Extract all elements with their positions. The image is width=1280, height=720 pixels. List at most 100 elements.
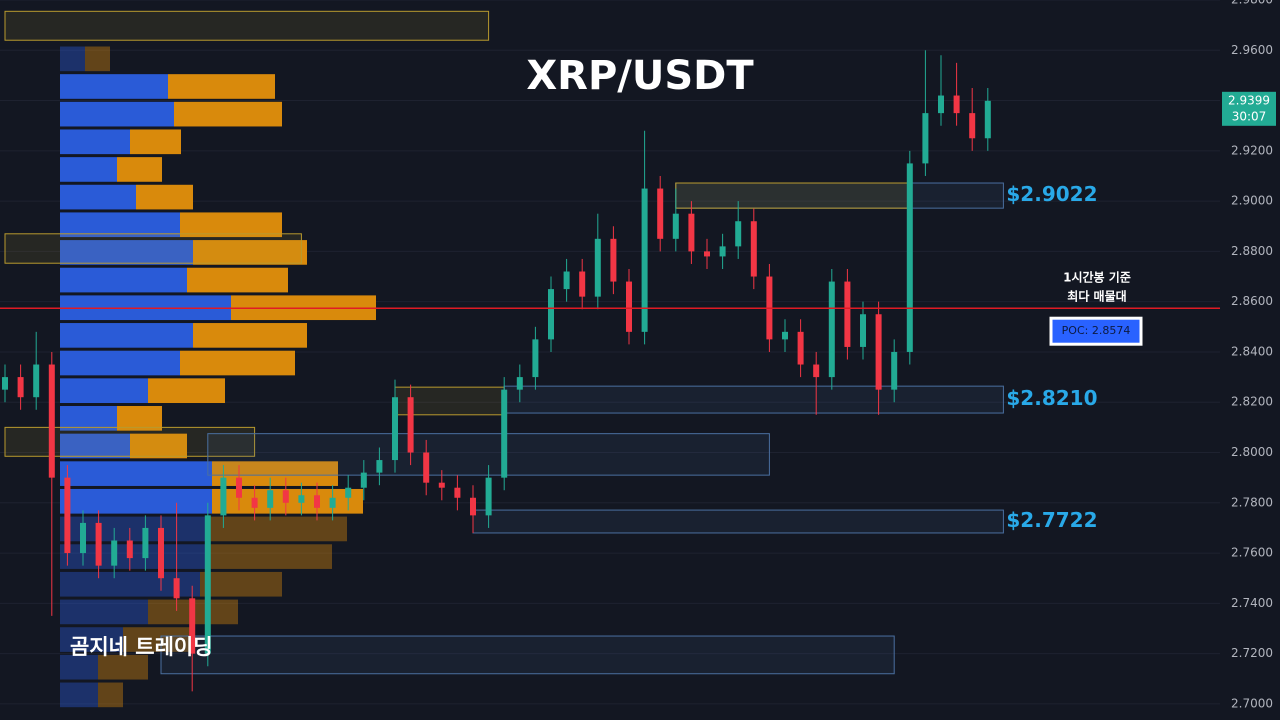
candle-body xyxy=(80,522,86,554)
poc-label: POC: 2.8574 xyxy=(1062,324,1131,337)
y-tick-label: 2.7800 xyxy=(1231,495,1273,509)
profile-sell xyxy=(98,654,148,680)
candle-body xyxy=(423,452,430,483)
candle-body xyxy=(501,389,508,478)
profile-buy xyxy=(60,433,130,459)
profile-buy xyxy=(60,461,212,486)
candle-body xyxy=(516,377,523,390)
y-tick-label: 2.7000 xyxy=(1231,696,1273,710)
profile-buy xyxy=(60,184,136,210)
profile-sell xyxy=(206,544,332,569)
watermark: 곰지네 트레이딩 xyxy=(70,635,213,659)
profile-buy xyxy=(60,406,117,431)
candle-body xyxy=(220,477,227,516)
candle-body xyxy=(111,540,118,566)
profile-sell xyxy=(174,101,282,127)
candle-body xyxy=(329,497,336,508)
profile-sell xyxy=(168,74,275,99)
profile-buy xyxy=(60,627,123,652)
candle-body xyxy=(532,339,539,378)
profile-buy xyxy=(60,323,193,348)
y-tick-label: 2.9200 xyxy=(1231,143,1273,157)
poc-note: 최다 매물대 xyxy=(1067,289,1126,304)
candle-body xyxy=(64,477,71,554)
candle-body xyxy=(548,289,554,340)
zone xyxy=(4,233,302,264)
candle-body xyxy=(969,113,976,139)
profile-buy xyxy=(60,101,174,127)
candle-body xyxy=(735,221,742,247)
countdown: 30:07 xyxy=(1232,109,1267,123)
profile-buy xyxy=(60,654,98,680)
profile-sell xyxy=(180,212,282,238)
candle-body xyxy=(719,246,726,257)
zone xyxy=(472,509,1004,534)
candle-body xyxy=(298,495,305,503)
zone xyxy=(4,10,490,41)
y-tick-label: 2.9600 xyxy=(1231,43,1273,57)
chart-title: XRP/USDT xyxy=(526,53,754,99)
candle-body xyxy=(828,281,835,378)
candle-body xyxy=(594,238,601,297)
profile-buy xyxy=(60,74,168,99)
candle-body xyxy=(657,188,664,239)
candle-body xyxy=(48,364,55,478)
profile-sell xyxy=(85,46,110,72)
candle-body xyxy=(204,515,211,654)
zone xyxy=(4,426,256,457)
candle-body xyxy=(251,497,258,508)
profile-buy xyxy=(60,488,212,514)
candle-body xyxy=(267,490,274,508)
profile-buy xyxy=(60,378,148,404)
profile-buy xyxy=(60,129,130,155)
profile-sell xyxy=(148,378,225,404)
candle-body xyxy=(438,482,445,488)
y-tick-label: 2.8400 xyxy=(1231,344,1273,358)
profile-sell xyxy=(130,433,187,459)
candle-body xyxy=(750,221,757,277)
profile-buy xyxy=(60,350,180,376)
candle-body xyxy=(95,522,102,566)
y-tick-label: 2.7400 xyxy=(1231,596,1273,610)
candle-body xyxy=(189,598,196,654)
zone-label: $2.8210 xyxy=(1006,386,1097,410)
candle-body xyxy=(984,100,991,139)
candle-body xyxy=(282,490,289,503)
zone-label: $2.9022 xyxy=(1006,182,1097,206)
candle-body xyxy=(173,578,180,599)
candle-body xyxy=(454,487,461,498)
zone xyxy=(160,635,895,675)
candle-body xyxy=(844,281,851,347)
candle-body xyxy=(392,397,398,461)
zone-label: $2.7722 xyxy=(1006,508,1097,532)
zone xyxy=(503,385,1004,414)
candle-body xyxy=(33,364,40,398)
profile-sell xyxy=(98,682,123,708)
candle-body xyxy=(17,377,24,398)
poc-note: 1시간봉 기준 xyxy=(1063,270,1131,285)
profile-sell xyxy=(205,516,347,542)
profile-sell xyxy=(193,240,307,265)
candle-body xyxy=(563,271,570,290)
candle-body xyxy=(875,314,882,390)
candle-body xyxy=(407,397,414,453)
zone xyxy=(675,182,1004,209)
y-tick-label: 2.8000 xyxy=(1231,445,1273,459)
candle-body xyxy=(922,113,929,164)
profile-sell xyxy=(130,129,181,155)
profile-sell xyxy=(136,184,193,210)
y-tick-label: 2.8600 xyxy=(1231,294,1273,308)
candle-body xyxy=(672,213,679,239)
profile-sell xyxy=(117,406,162,431)
profile-buy xyxy=(60,599,148,625)
zone xyxy=(675,182,911,209)
profile-buy xyxy=(60,46,85,72)
profile-sell xyxy=(180,350,295,376)
candle-body xyxy=(938,95,944,114)
candle-body xyxy=(688,213,695,252)
profile-buy xyxy=(60,157,117,182)
candle-body xyxy=(236,477,242,498)
profile-sell xyxy=(187,267,288,293)
candle-body xyxy=(797,331,804,365)
candle-body xyxy=(891,351,898,390)
